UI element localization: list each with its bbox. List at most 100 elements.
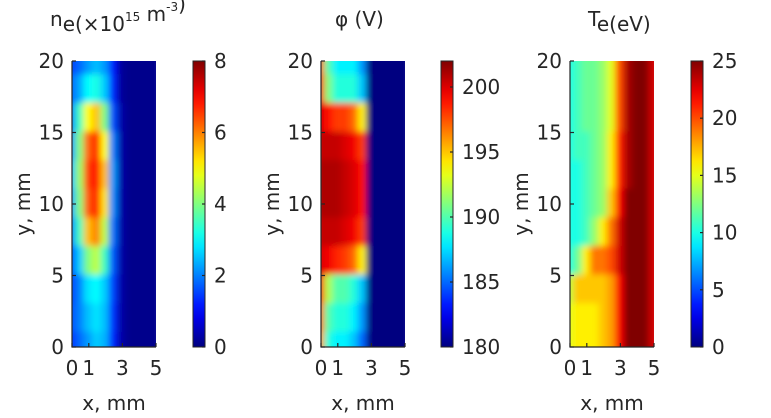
heatmap-cell — [321, 303, 327, 334]
heatmap-cell — [324, 274, 335, 306]
colorbar-tick-label: 195 — [462, 140, 500, 164]
heatmap-cell — [623, 245, 634, 277]
heatmap-cell — [570, 61, 576, 77]
colorbar-tick-label: 185 — [462, 270, 500, 294]
heatmap-cell — [391, 131, 402, 163]
heatmap-cell — [399, 303, 405, 334]
x-axis-label: x, mm — [580, 391, 644, 415]
heatmap-cell — [83, 245, 94, 277]
heatmap-cell — [332, 331, 343, 347]
heatmap-cell — [357, 217, 369, 248]
heatmap-cell — [374, 74, 385, 105]
heatmap-cell — [332, 61, 343, 77]
x-tick-label: 0 — [564, 356, 577, 380]
heatmap-cell — [332, 303, 343, 334]
y-tick-label: 20 — [288, 49, 313, 73]
heatmap-cell — [83, 217, 94, 248]
heatmap-cell — [374, 217, 385, 248]
title-unitexp: -3 — [166, 0, 178, 14]
heatmap-cell — [341, 102, 352, 134]
heatmap-cell — [117, 61, 128, 77]
heatmap-cell — [321, 102, 327, 134]
heatmap-cell — [383, 188, 394, 220]
heatmap-cell — [581, 188, 592, 220]
heatmap-cell — [341, 160, 352, 191]
heatmap-cell — [142, 303, 153, 334]
heatmap-cell — [341, 245, 352, 277]
heatmap-cell — [366, 102, 377, 134]
heatmap-cell — [321, 160, 327, 191]
heatmap-cell — [399, 331, 405, 347]
y-tick-label: 0 — [300, 335, 313, 359]
heatmap-cell — [615, 217, 626, 248]
heatmap-cell — [357, 61, 369, 77]
heatmap-cell — [357, 331, 369, 347]
colorbar — [690, 60, 704, 348]
heatmap-cell — [399, 131, 405, 163]
heatmap-cell — [632, 217, 643, 248]
heatmap-cell — [632, 331, 643, 347]
colorbar-tick-label: 10 — [712, 221, 737, 245]
colorbar-tick-label: 15 — [712, 163, 737, 187]
heatmap-cell — [640, 331, 651, 347]
heatmap-cell — [92, 102, 103, 134]
heatmap-cell — [366, 61, 377, 77]
heatmap-cell — [598, 245, 609, 277]
panel-title: Te(eV) — [587, 7, 651, 36]
heatmap-cell — [374, 61, 385, 77]
heatmap-cell — [383, 217, 394, 248]
heatmap-cell — [72, 61, 78, 77]
heatmap-cell — [142, 74, 153, 105]
heatmap-cell — [391, 61, 402, 77]
heatmap-cell — [357, 188, 369, 220]
heatmap-cell — [117, 217, 128, 248]
heatmap-cell — [357, 131, 369, 163]
heatmap-cell — [72, 160, 78, 191]
y-tick-label: 5 — [51, 264, 64, 288]
heatmap-cell — [321, 331, 327, 347]
heatmap-cell — [100, 131, 111, 163]
heatmap-cell — [92, 274, 103, 306]
heatmap-cell — [357, 303, 369, 334]
colorbar-tick-label: 8 — [214, 49, 227, 73]
heatmap-cell — [570, 217, 576, 248]
heatmap-cell — [640, 188, 651, 220]
heatmap-cell — [357, 160, 369, 191]
heatmap-cell — [590, 274, 601, 306]
heatmap-cell — [332, 245, 343, 277]
colorbar-tick-label: 4 — [214, 192, 227, 216]
heatmap-cell — [108, 245, 120, 277]
heatmap-cell — [324, 61, 335, 77]
title-exp: 15 — [125, 10, 140, 24]
heatmap-cell — [150, 61, 156, 77]
heatmap-cell — [615, 274, 626, 306]
heatmap-cell — [150, 245, 156, 277]
heatmap-cell — [332, 131, 343, 163]
colorbar-tick-label: 0 — [214, 335, 227, 359]
heatmap-cell — [349, 274, 360, 306]
heatmap-cell — [615, 188, 626, 220]
heatmap-cell — [134, 245, 145, 277]
heatmap-cell — [606, 74, 618, 105]
x-axis-label: x, mm — [331, 391, 395, 415]
heatmap-cell — [72, 74, 78, 105]
heatmap-cell — [590, 61, 601, 77]
heatmap-cell — [648, 303, 654, 334]
colorbar-tick-label: 200 — [462, 75, 500, 99]
heatmap-cell — [83, 131, 94, 163]
heatmap-cell — [383, 245, 394, 277]
heatmap-cell — [142, 217, 153, 248]
heatmap-cell — [598, 61, 609, 77]
heatmap-cell — [632, 102, 643, 134]
heatmap-cell — [134, 274, 145, 306]
heatmap-cell — [134, 331, 145, 347]
heatmap-cell — [590, 102, 601, 134]
heatmap-cell — [92, 160, 103, 191]
heatmap-cell — [75, 217, 86, 248]
heatmap-cell — [150, 331, 156, 347]
heatmap-cell — [357, 102, 369, 134]
heatmap-cell — [75, 74, 86, 105]
y-tick-label: 5 — [549, 264, 562, 288]
heatmap-1 — [72, 61, 156, 347]
heatmap-cell — [117, 188, 128, 220]
